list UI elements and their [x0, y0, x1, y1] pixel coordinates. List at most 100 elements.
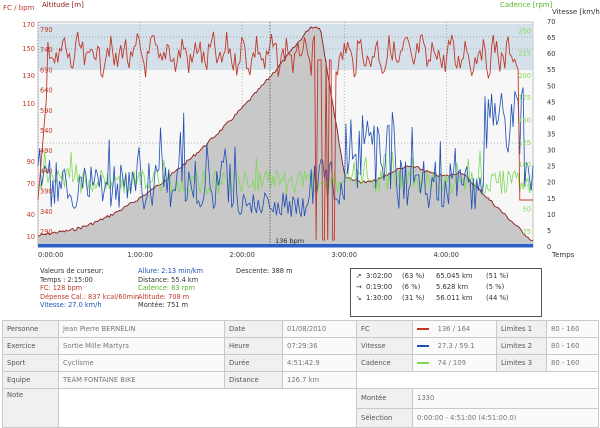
slope-row-flat: → 0:19:00 (6 %) 5.628 km (5 %) [351, 282, 541, 293]
altitude-tick-label: 740 [40, 46, 53, 54]
slope-row-down: ↘ 1:30:00 (31 %) 56.011 km (44 %) [351, 293, 541, 304]
value-cadence: 74 / 109 [412, 354, 497, 372]
cadence-swatch-icon [417, 362, 429, 364]
cursor-descent: Descente: 388 m [236, 267, 293, 275]
cursor-altitude: Altitude: 708 m [138, 292, 190, 301]
slope-distance: 65.045 km [436, 272, 473, 280]
speed-tick-label: 35 [547, 131, 555, 139]
slope-dist-pct: (44 %) [486, 294, 509, 302]
flat-arrow-icon: → [356, 283, 362, 291]
value-sport[interactable]: Cyclisme [58, 354, 225, 372]
label-vitesse: Vitesse [356, 337, 413, 355]
label-heure: Heure [224, 337, 283, 355]
label-limites-1: Limites 1 [496, 320, 547, 338]
altitude-tick-label: 590 [40, 107, 53, 115]
speed-tick-label: 0 [547, 243, 551, 251]
cadence-tick-label: 200 [518, 72, 531, 80]
cursor-values-mid: Allure: 2:13 min/km Distance: 55.4 km Ca… [138, 267, 203, 310]
cadence-value-text: 74 / 109 [437, 359, 466, 367]
time-tick-label: 3:00:00 [331, 251, 356, 259]
slope-distance: 56.011 km [436, 294, 473, 302]
time-tick-label: 4:00:00 [434, 251, 459, 259]
altitude-tick-label: 290 [40, 228, 53, 236]
left-axis-title: FC / bpm [3, 4, 35, 12]
speed-tick-label: 65 [547, 34, 555, 42]
altitude-area [38, 26, 533, 248]
cursor-ascent: Montée: 751 m [138, 301, 189, 309]
value-duree: 4:51:42.9 [282, 354, 357, 372]
cursor-readout: 136 bpm [275, 237, 304, 245]
label-selection: Sélection [356, 407, 413, 428]
table-row: Sport Cyclisme Durée 4:51:42.9 Cadence 7… [2, 354, 599, 372]
heart-rate-line [37, 31, 533, 241]
altitude-tick-label: 790 [40, 26, 53, 34]
altitude-line [37, 26, 534, 242]
label-distance: Distance [224, 371, 283, 389]
hr-tick-label: 10 [27, 233, 35, 241]
hr-tick-label: 110 [22, 100, 35, 108]
hr-swatch-icon [417, 328, 429, 330]
cursor-speed: Vitesse: 27.0 km/h [40, 301, 102, 309]
slope-distance: 5.628 km [436, 283, 469, 291]
altitude-tick-label: 340 [40, 208, 53, 216]
cadence-tick-label: 75 [523, 183, 531, 191]
speed-tick-label: 60 [547, 50, 555, 58]
value-limites-2[interactable]: 80 - 160 [546, 337, 599, 355]
value-equipe[interactable]: TEAM FONTAINE BIKE [58, 371, 225, 389]
speed-tick-label: 15 [547, 195, 555, 203]
hr-tick-label: 170 [22, 21, 35, 29]
value-selection: 0:00:00 - 4:51:00 (4:51:00.0) [412, 407, 599, 428]
speed-tick-label: 10 [547, 211, 555, 219]
slope-time: 0:19:00 [366, 283, 393, 291]
value-distance: 126.7 km [282, 371, 357, 389]
cursor-pace: Allure: 2:13 min/km [138, 267, 204, 275]
label-exercice: Exercice [2, 337, 59, 355]
slope-summary: ↗ 3:02:00 (63 %) 65.045 km (51 %) → 0:19… [350, 268, 542, 317]
altitude-tick-label: 640 [40, 87, 53, 95]
speed-swatch-icon [417, 345, 429, 347]
label-note: Note [2, 388, 59, 428]
cadence-tick-label: 225 [518, 50, 531, 58]
cadence-line [37, 150, 534, 196]
table-row: Equipe TEAM FONTAINE BIKE Distance 126.7… [2, 371, 599, 389]
label-montee: Montée [356, 388, 413, 409]
altitude-axis-title: Altitude [m] [42, 1, 84, 9]
value-date: 01/08/2010 [282, 320, 357, 338]
value-fc: 136 / 164 [412, 320, 497, 338]
time-tick-label: 0:00:00 [38, 251, 63, 259]
hr-tick-label: 40 [27, 211, 35, 219]
label-sport: Sport [2, 354, 59, 372]
slope-row-up: ↗ 3:02:00 (63 %) 65.045 km (51 %) [351, 271, 541, 282]
speed-tick-label: 50 [547, 82, 555, 90]
session-info-table: Personne Jean Pierre BERNELIN Date 01/08… [2, 320, 599, 428]
speed-tick-label: 40 [547, 114, 555, 122]
cursor-cadence: Cadence: 83 rpm [138, 284, 195, 292]
speed-tick-label: 20 [547, 179, 555, 187]
value-limites-1[interactable]: 80 - 160 [546, 320, 599, 338]
altitude-tick-label: 390 [40, 188, 53, 196]
hr-tick-label: 130 [22, 72, 35, 80]
label-equipe: Equipe [2, 371, 59, 389]
value-heure: 07:29:36 [282, 337, 357, 355]
value-exercice[interactable]: Sortie Mille Martyrs [58, 337, 225, 355]
cursor-calories: Dépense Cal.: 837 kcal/60min [40, 292, 140, 301]
table-row: Personne Jean Pierre BERNELIN Date 01/08… [2, 320, 599, 338]
altitude-tick-label: 440 [40, 167, 53, 175]
label-duree: Durée [224, 354, 283, 372]
cursor-values-right: Descente: 388 m [236, 267, 293, 276]
label-fc: FC [356, 320, 413, 338]
value-vitesse: 27.3 / 59.1 [412, 337, 497, 355]
cursor-distance: Distance: 55.4 km [138, 275, 199, 284]
value-personne[interactable]: Jean Pierre BERNELIN [58, 320, 225, 338]
training-chart[interactable]: 136 bpm FC / bpm Altitude [m] Cadence [r… [0, 0, 600, 265]
slope-dist-pct: (5 %) [486, 283, 505, 291]
altitude-tick-label: 540 [40, 127, 53, 135]
cadence-axis-title: Cadence [rpm] [500, 1, 553, 9]
cadence-tick-label: 150 [518, 117, 531, 125]
note-field[interactable] [58, 388, 357, 428]
value-limites-3[interactable]: 80 - 160 [546, 354, 599, 372]
speed-tick-label: 45 [547, 98, 555, 106]
speed-tick-label: 5 [547, 227, 551, 235]
slope-pct: (63 %) [402, 272, 425, 280]
speed-tick-label: 70 [547, 18, 555, 26]
